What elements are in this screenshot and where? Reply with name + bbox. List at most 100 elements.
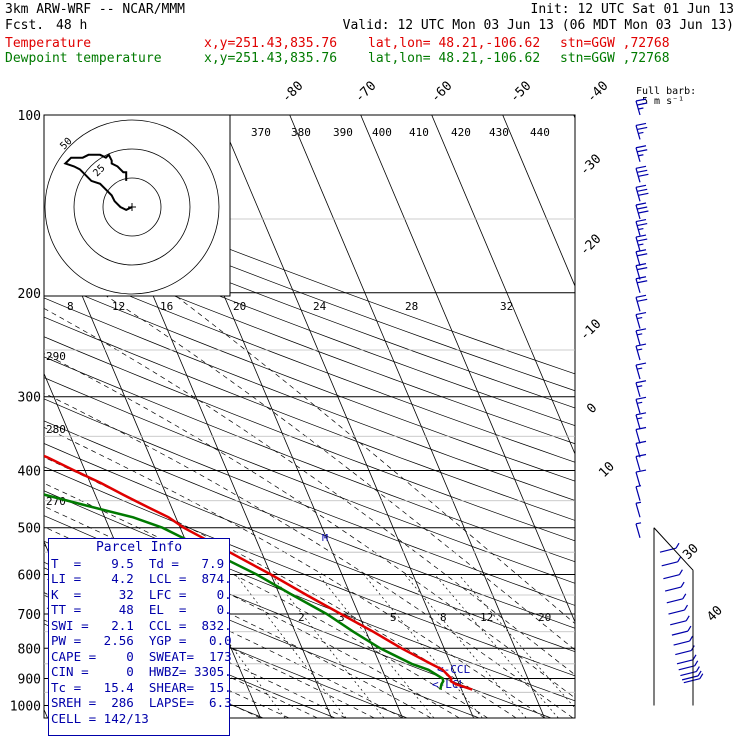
dry-adiabat-line [44,297,575,501]
wind-barb-staff [635,251,641,266]
hodograph-ring [44,119,220,295]
dry-adiabat-line [44,208,575,409]
wind-barb-flag [635,426,647,431]
wind-barb-flag [682,593,687,600]
wind-barb [635,469,647,487]
wind-barb-flag [635,396,647,400]
wind-barb [635,440,647,458]
wind-barb [635,202,649,220]
wind-barb [635,396,647,414]
pressure-tick-label: 900 [18,672,41,687]
wind-barb-staff [635,278,641,293]
parcel-row-tc: Tc = 15.4 SHEAR= 15. [51,679,232,695]
wind-barb-flag [675,542,680,549]
wind-barb-staff [635,330,641,345]
mixing-ratio-line [363,574,483,718]
wind-barb-half [637,367,643,370]
wind-barb [635,380,647,397]
forecast-label: Fcst. [5,18,45,33]
wind-barb-flag [699,673,704,680]
wind-barb-half [637,348,643,351]
moist-adiabat-line [44,506,460,718]
forecast-hours: 48 h [56,18,88,33]
wind-barb-flag [637,267,648,271]
mixing-ratio-label: 12 [480,611,493,624]
isotherm-line [502,115,575,288]
parcel-row-pw: PW = 2.56 YGP = 0.0 [51,633,232,648]
thetae-label: 410 [409,126,429,139]
dry-adiabat-line [44,225,575,427]
wind-barb-low [664,581,685,592]
wind-barb [635,343,647,361]
wind-barb-flag [635,249,647,253]
wind-barb-half [638,243,644,246]
isotherm-right-label: -20 [577,232,604,259]
legend-dewpoint-station: stn=GGW ,72768 [560,51,670,66]
wind-barb-half [638,154,644,157]
moist-adiabat-line [101,292,575,651]
isotherm-line [431,115,575,456]
dry-adiabat-line [44,191,575,392]
wind-barb-half [638,131,644,135]
wind-barb-staff [666,598,683,604]
wind-barb-staff [635,471,641,487]
temperature-profile [44,454,473,691]
wind-barb-staff [671,630,689,636]
dry-adiabat-line [44,443,575,653]
wind-barb-staff [635,503,641,518]
wind-barb-staff [635,414,641,429]
wind-barb-staff [635,265,641,280]
thetae-label: 380 [291,126,311,139]
dry-adiabat-line [44,567,408,718]
wind-barb-flag [635,294,647,298]
wind-barb-flag [695,666,700,672]
wind-barb-staff [635,429,641,444]
thetae-label: 430 [489,126,509,139]
mixing-ratio-label: 8 [440,611,447,624]
wind-barb-flag [635,184,647,188]
moist-adiabat-line [44,426,545,718]
speed-scale-label: 8 [67,300,74,313]
wind-barb [635,426,647,444]
wind-barb-staff [635,236,641,252]
parcel-row-cape: CAPE = 0 SWEAT= 173 [51,648,232,664]
dry-adiabat-line [44,278,575,482]
parcel-info-title: Parcel Info [95,540,183,555]
wind-axis-slant [653,527,694,571]
wind-barb-half [637,401,643,404]
wind-barb-flag [680,581,685,588]
mixing-ratio-line [235,574,347,718]
hodograph-frame [43,114,231,297]
wind-barb-staff [683,678,700,684]
isotherm-top-label: -80 [279,79,306,106]
legend-temperature-name: Temperature [5,36,92,51]
wind-barb-staff [635,364,641,380]
wind-barb [635,218,648,236]
hodograph-ring [102,177,162,237]
wind-barb-staff [680,671,697,677]
isotherm-line [573,115,575,120]
wind-barb [635,165,649,183]
wind-barb-staff [670,620,687,626]
wind-barb-staff [661,561,678,567]
wind-barb-flag [637,238,648,242]
wind-barb-staff [663,574,680,580]
legend-temperature-xy: x,y=251.43,835.76 [204,36,338,51]
wind-barb-flag [635,263,647,267]
wind-barb-staff [675,650,692,656]
wind-barb-half [635,485,642,488]
pressure-tick-label: 1000 [10,699,41,714]
wind-barb-flag [638,192,649,196]
moist-adiabat-line [44,544,403,718]
wind-barb [635,362,647,380]
pressure-tick-label: 100 [18,109,41,124]
wind-barb-low [673,635,694,646]
parcel-info-panel: Parcel Info T = 9.5 Td = 7.9 LI = 4.2 LC… [48,538,232,736]
wind-barb-flag [635,328,647,332]
wind-barb-half [635,522,642,525]
wind-barb-staff [676,659,694,665]
wind-barb-staff [678,665,695,671]
isotherm-line [44,708,48,718]
wind-barb-flag [637,253,648,257]
